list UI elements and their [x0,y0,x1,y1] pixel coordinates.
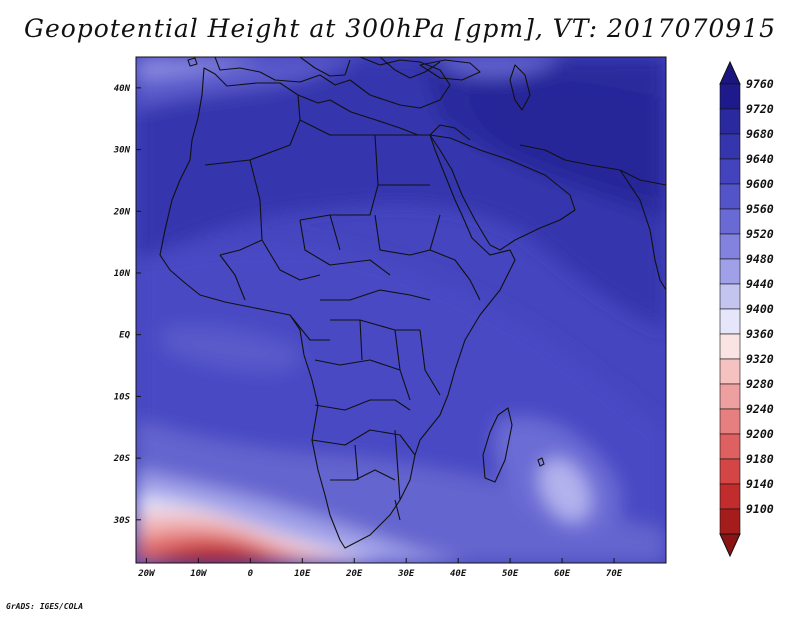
colorbar-segment [719,233,741,260]
lon-tick-label: 60E [554,569,571,579]
colorbar-label: 9720 [746,102,774,116]
lat-tick-label: 40N [114,84,131,94]
colorbar-segment [719,383,741,410]
lat-tick-label: 10S [114,392,131,402]
colorbar-label: 9520 [746,227,774,241]
lat-tick-label: 20S [113,454,131,464]
colorbar-label: 9180 [746,452,774,466]
lat-tick-label: 30S [113,516,131,526]
colorbar-label: 9320 [746,352,774,366]
colorbar-label: 9640 [746,152,774,166]
colorbar-label: 9240 [746,402,774,416]
colorbar-segment [719,458,741,485]
lon-tick-label: 10W [190,569,208,579]
lon-tick-label: 0 [248,569,254,579]
lon-tick-label: 20E [345,569,363,579]
colorbar-segment [719,483,741,510]
latitude-axis: 40N 30N 20N 10N EQ 10S 20S 30S [113,84,141,526]
colorbar-segment [719,308,741,335]
colorbar-label: 9280 [746,377,774,391]
colorbar-segment [719,108,741,135]
colorbar-top-arrow [719,60,741,85]
plot-frame [135,56,667,564]
colorbar-label: 9760 [746,77,774,91]
colorbar-segment [719,508,741,535]
colorbar-label: 9400 [746,302,774,316]
lat-tick-label: EQ [119,331,130,341]
colorbar-bottom-arrow [719,533,741,558]
lon-tick-label: 30E [397,569,415,579]
colorbar-segment [719,258,741,285]
lat-tick-label: 30N [113,146,131,156]
colorbar-segment [719,183,741,210]
colorbar-segment [719,283,741,310]
colorbar-label: 9140 [746,477,774,491]
colorbar-label: 9560 [746,202,774,216]
colorbar-segment [719,408,741,435]
credit-label: GrADS: IGES/COLA [6,602,84,611]
colorbar-label: 9100 [746,502,774,516]
colorbar-label: 9600 [746,177,774,191]
colorbar: 9760 9720 9680 9640 9600 9560 9520 9480 9440 9400… [719,60,774,558]
colorbar-segment [719,433,741,460]
colorbar-segment [719,158,741,185]
colorbar-label: 9440 [746,277,774,291]
colorbar-label: 9360 [746,327,774,341]
longitude-axis: 20W 10W 0 10E 20E 30E 40E 50E 60E 70E [137,558,623,579]
lat-tick-label: 10N [114,269,131,279]
map-title: Geopotential Height at 300hPa [gpm], VT:… [23,14,777,43]
colorbar-segment [719,133,741,160]
colorbar-label: 9200 [746,427,774,441]
colorbar-segment [719,208,741,235]
height-field [136,57,666,563]
colorbar-label: 9480 [746,252,774,266]
coastlines [159,57,666,549]
colorbar-segment [719,83,741,110]
lon-tick-label: 70E [606,569,623,579]
lon-tick-label: 50E [502,569,519,579]
lon-tick-label: 20W [137,569,156,579]
lon-tick-label: 10E [294,569,311,579]
colorbar-segment [719,333,741,360]
colorbar-label: 9680 [746,127,774,141]
colorbar-segment [719,358,741,385]
lat-tick-label: 20N [113,207,131,217]
lon-tick-label: 40E [450,569,467,579]
